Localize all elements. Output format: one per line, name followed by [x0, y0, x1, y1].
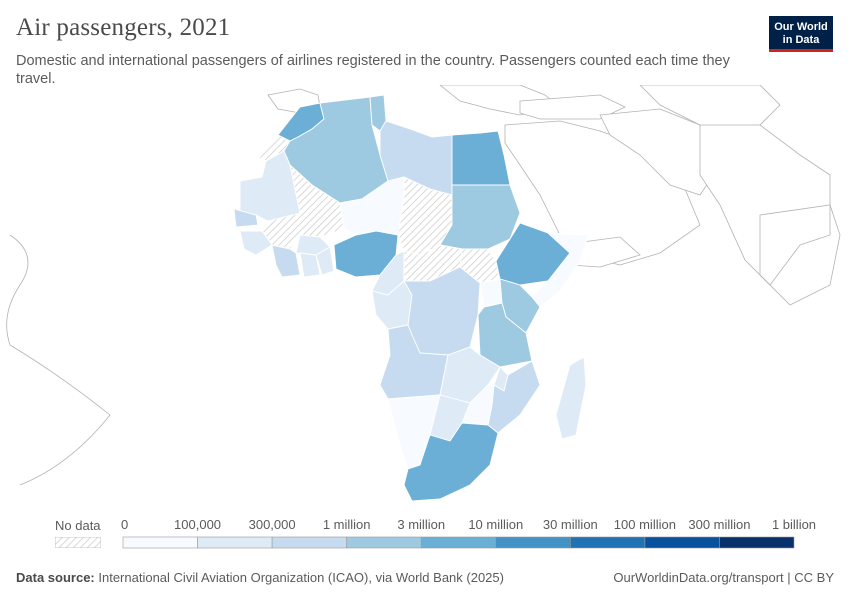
legend-swatch — [420, 536, 497, 549]
legend-swatch — [644, 536, 720, 549]
data-source-note: Data source: International Civil Aviatio… — [16, 570, 504, 585]
region-senegal — [233, 208, 259, 228]
logo-line-2: in Data — [782, 34, 820, 46]
region-egypt — [451, 130, 511, 186]
region-uganda — [479, 278, 503, 308]
region-togo-benin — [315, 246, 335, 276]
surrounding-countries — [267, 85, 831, 286]
african-countries[interactable] — [233, 94, 589, 502]
coastline-details — [6, 204, 841, 486]
footer-link-container: OurWorldinData.org/transport | CC BY — [613, 570, 834, 585]
region-madagascar — [555, 356, 587, 440]
africa-map[interactable] — [0, 85, 850, 515]
legend-swatch — [495, 536, 571, 549]
legend-tick-label: 0 — [121, 517, 128, 532]
legend-tick-label: 1 million — [323, 517, 371, 532]
legend-swatch — [570, 536, 646, 549]
legend-tick-label: 100,000 — [174, 517, 221, 532]
legend-tick-label: 30 million — [543, 517, 598, 532]
source-label: Data source: — [16, 570, 95, 585]
legend-tick-label: 100 million — [614, 517, 676, 532]
legend-tick-label: 3 million — [397, 517, 445, 532]
region-guinea — [239, 230, 273, 256]
region-south-africa — [403, 422, 499, 502]
owid-logo[interactable]: Our World in Data — [769, 16, 833, 52]
legend-tick-label: 10 million — [468, 517, 523, 532]
region-sudan — [439, 184, 521, 250]
legend-no-data-label: No data — [55, 518, 101, 533]
source-text: International Civil Aviation Organizatio… — [98, 570, 504, 585]
legend-swatch — [122, 536, 198, 549]
color-legend: 0 100,000 300,000 1 million 3 million 10 mill… — [121, 517, 816, 549]
region-cote-divoire — [271, 244, 301, 278]
chart-subtitle: Domestic and international passengers of… — [16, 53, 730, 87]
region-ghana — [299, 252, 321, 278]
legend-swatch — [719, 536, 795, 549]
legend-no-data-swatch — [55, 537, 101, 548]
owid-transport-link[interactable]: OurWorldinData.org/transport | CC BY — [613, 570, 834, 585]
legend-swatch — [197, 536, 273, 549]
chart-title: Air passengers, 2021 — [16, 14, 231, 41]
legend-tick-label: 300,000 — [249, 517, 296, 532]
legend-swatch — [271, 536, 347, 549]
legend-swatch — [346, 536, 422, 549]
country-turkey — [519, 94, 626, 120]
country-iran — [599, 108, 721, 196]
legend-tick-label: 1 billion — [772, 517, 816, 532]
logo-line-1: Our World — [774, 21, 828, 33]
country-south-asia — [699, 124, 831, 286]
legend-tick-label: 300 million — [688, 517, 750, 532]
